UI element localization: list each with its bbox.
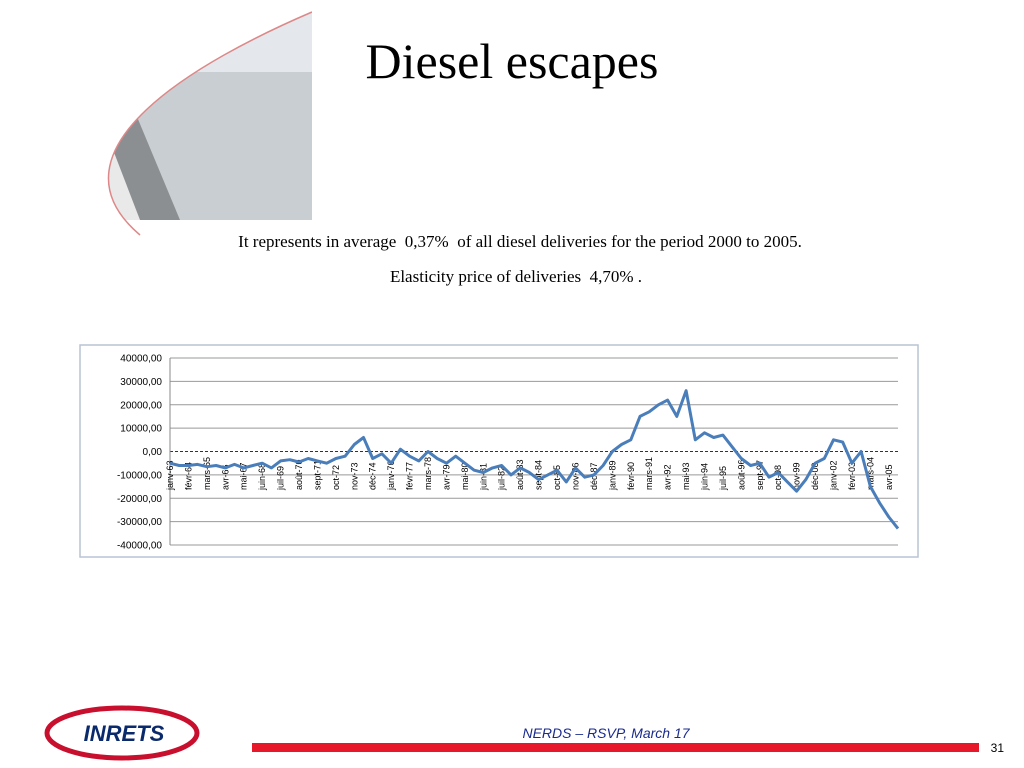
footer-bar — [252, 743, 979, 752]
x-tick-label: oct-85 — [552, 465, 562, 490]
y-tick-label: -30000,00 — [117, 517, 162, 528]
logo-text: INRETS — [84, 721, 165, 746]
x-tick-label: mars-65 — [202, 457, 212, 490]
y-tick-label: -10000,00 — [117, 470, 162, 481]
x-tick-label: nov-86 — [570, 462, 580, 490]
x-tick-label: sept-71 — [312, 460, 322, 490]
text-line: Elasticity price of deliveries 4,70% . — [390, 267, 642, 286]
y-tick-label: 30000,00 — [120, 377, 162, 388]
y-tick-label: 40000,00 — [120, 354, 162, 365]
x-tick-label: juil-95 — [718, 466, 728, 491]
footer: NERDS – RSVP, March 17 — [522, 725, 690, 741]
x-tick-label: févr-64 — [183, 462, 193, 490]
x-tick-label: mai-80 — [460, 462, 470, 490]
x-tick-label: avr-79 — [441, 464, 451, 490]
x-tick-label: janv-63 — [165, 460, 175, 491]
x-tick-label: sept-97 — [755, 460, 765, 490]
x-tick-label: nov-99 — [792, 462, 802, 490]
x-tick-label: juil-69 — [276, 466, 286, 491]
x-tick-label: déc-74 — [368, 462, 378, 490]
photo — [12, 11, 322, 236]
data-line — [169, 389, 900, 530]
x-tick-label: janv-02 — [828, 460, 838, 491]
x-tick-label: janv-89 — [607, 460, 617, 491]
x-tick-label: mars-91 — [644, 457, 654, 490]
x-tick-label: mai-93 — [681, 462, 691, 490]
x-tick-label: janv-76 — [386, 460, 396, 491]
x-tick-label: nov-73 — [349, 462, 359, 490]
y-tick-label: -40000,00 — [117, 541, 162, 552]
x-tick-label: févr-90 — [626, 462, 636, 490]
x-tick-label: juin-81 — [478, 463, 488, 491]
x-tick-label: déc-00 — [810, 462, 820, 490]
x-tick-label: juin-94 — [699, 463, 709, 491]
x-tick-label: août-70 — [294, 459, 304, 490]
x-tick-label: août-96 — [736, 459, 746, 490]
y-tick-label: 10000,00 — [120, 424, 162, 435]
chart: -40000,00 -30000,00 -20000,00 -10000,00 0,00… — [117, 354, 900, 552]
x-tick-label: avr-92 — [663, 464, 673, 490]
x-tick-label: mai-67 — [239, 462, 249, 490]
x-tick-label: sept-84 — [534, 460, 544, 490]
slide-title: Diesel escapes — [366, 33, 659, 89]
x-tick-label: mars-04 — [865, 457, 875, 490]
logo: INRETS — [44, 705, 200, 761]
page-number: 31 — [991, 741, 1005, 755]
x-tick-label: oct-72 — [331, 465, 341, 490]
x-tick-label: mars-78 — [423, 457, 433, 490]
y-tick-label: 0,00 — [143, 447, 163, 458]
y-tick-label: -20000,00 — [117, 494, 162, 505]
x-tick-label: août-83 — [515, 459, 525, 490]
x-tick-label: oct-98 — [773, 465, 783, 490]
y-tick-label: 20000,00 — [120, 400, 162, 411]
x-tick-label: avr-05 — [884, 464, 894, 490]
x-tick-label: juin-68 — [257, 463, 267, 491]
text-line: It represents in average 0,37% of all di… — [238, 232, 802, 251]
x-tick-label: févr-03 — [847, 462, 857, 490]
x-tick-label: juil-82 — [497, 466, 507, 491]
x-tick-label: avr-66 — [220, 464, 230, 490]
x-tick-label: févr-77 — [405, 462, 415, 490]
